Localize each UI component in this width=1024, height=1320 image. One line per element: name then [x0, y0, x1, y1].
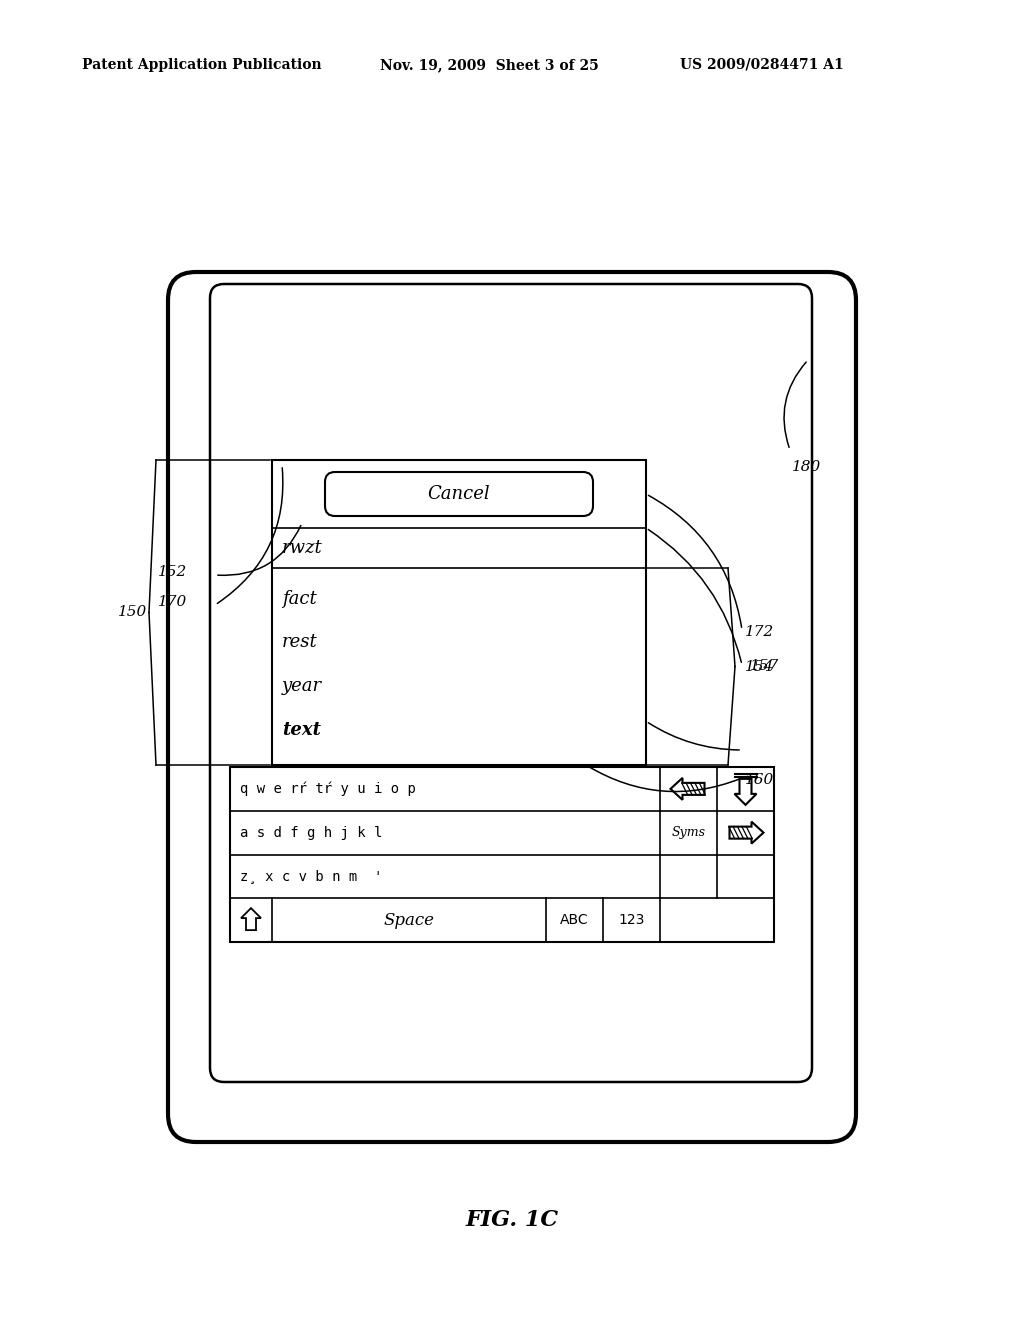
Text: 172: 172: [745, 624, 774, 639]
Text: 154: 154: [745, 660, 774, 675]
Polygon shape: [671, 777, 705, 800]
Text: a s d f g h j k l: a s d f g h j k l: [240, 825, 382, 840]
Text: 180: 180: [792, 459, 821, 474]
Text: fact: fact: [282, 590, 316, 607]
Text: 160: 160: [745, 774, 774, 787]
Text: Syms: Syms: [672, 826, 706, 840]
Text: 170: 170: [158, 595, 187, 609]
Text: ABC: ABC: [560, 913, 589, 927]
Bar: [272, 459, 646, 766]
Text: rwzt: rwzt: [282, 539, 323, 557]
Bar: [230, 767, 774, 942]
Text: Nov. 19, 2009  Sheet 3 of 25: Nov. 19, 2009 Sheet 3 of 25: [380, 58, 599, 73]
Text: FIG. 1C: FIG. 1C: [466, 1209, 558, 1232]
Text: year: year: [282, 677, 323, 696]
Text: rest: rest: [282, 634, 317, 652]
Text: Patent Application Publication: Patent Application Publication: [82, 58, 322, 73]
Text: z̧ x c v b n m  ': z̧ x c v b n m ': [240, 870, 382, 883]
Text: Cancel: Cancel: [428, 484, 490, 503]
FancyBboxPatch shape: [168, 272, 856, 1142]
Text: 123: 123: [618, 913, 645, 927]
Polygon shape: [241, 908, 261, 931]
Polygon shape: [734, 779, 757, 805]
Text: Space: Space: [384, 912, 434, 929]
FancyBboxPatch shape: [210, 284, 812, 1082]
Text: 152: 152: [158, 565, 187, 579]
FancyBboxPatch shape: [325, 473, 593, 516]
Text: 157: 157: [750, 660, 779, 673]
Text: q w e rŕ tŕ y u i o p: q w e rŕ tŕ y u i o p: [240, 781, 416, 796]
Polygon shape: [729, 821, 764, 843]
Text: 150: 150: [118, 606, 147, 619]
Text: text: text: [282, 721, 321, 739]
Text: US 2009/0284471 A1: US 2009/0284471 A1: [680, 58, 844, 73]
